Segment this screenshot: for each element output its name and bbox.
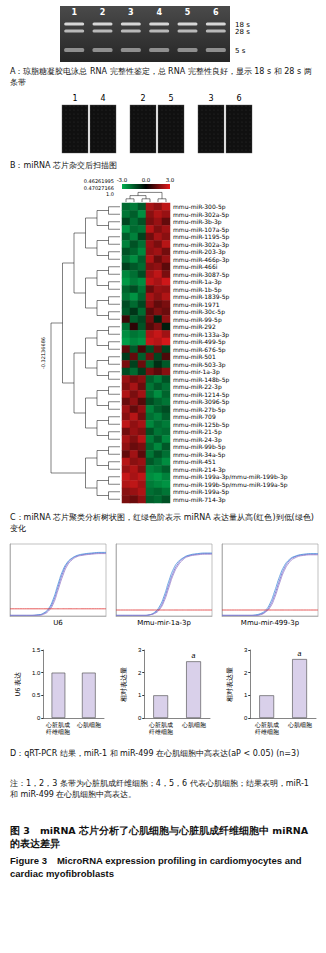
svg-text:mmu-miR-27b-5p: mmu-miR-27b-5p <box>173 405 226 413</box>
svg-text:4: 4 <box>100 94 105 103</box>
svg-text:6: 6 <box>213 8 219 17</box>
svg-text:a: a <box>298 650 302 657</box>
svg-text:-0.32136686: -0.32136686 <box>40 337 46 369</box>
svg-text:mmu-miR-466p-3p: mmu-miR-466p-3p <box>173 255 230 263</box>
svg-text:纤维细胞: 纤维细胞 <box>46 728 70 735</box>
svg-text:0.47027166: 0.47027166 <box>84 185 114 191</box>
svg-text:3: 3 <box>244 647 248 653</box>
svg-text:mmu-miR-99-5p: mmu-miR-99-5p <box>173 315 222 323</box>
svg-text:mmu-miR-292: mmu-miR-292 <box>173 323 216 330</box>
svg-text:0.0: 0.0 <box>142 177 151 183</box>
svg-text:-3.0: -3.0 <box>117 177 128 183</box>
svg-text:mmu-miR-125b-5p: mmu-miR-125b-5p <box>173 420 230 428</box>
svg-text:心脏肌成: 心脏肌成 <box>254 721 279 728</box>
svg-text:U6: U6 <box>53 619 63 627</box>
svg-text:mmu-miR-302a-3p: mmu-miR-302a-3p <box>173 240 230 248</box>
svg-text:mmu-miR-499-5p: mmu-miR-499-5p <box>173 338 226 346</box>
svg-text:mmu-miR-199b-5p/mmu-miR-199a-5: mmu-miR-199b-5p/mmu-miR-199a-5p <box>173 480 288 488</box>
html-text:C：miRNA 芯片聚类分析树状图，红绿色阶表示 miRNA: C：miRNA 芯片聚类分析树状图，红绿色阶表示 miRNA 表达量从高(红色)… <box>10 513 314 533</box>
svg-text:a: a <box>192 652 196 659</box>
svg-text:1: 1 <box>72 94 77 103</box>
svg-text:mmu-mir-1a-3p: mmu-mir-1a-3p <box>173 368 220 376</box>
svg-text:Mmu-mir-499-3p: Mmu-mir-499-3p <box>241 619 300 627</box>
svg-text:1: 1 <box>138 692 142 698</box>
svg-text:心肌细胞: 心肌细胞 <box>287 721 312 728</box>
svg-text:mmu-miR-3b-3p: mmu-miR-3b-3p <box>173 218 222 226</box>
svg-text:0.5: 0.5 <box>32 692 41 698</box>
svg-text:1.0: 1.0 <box>32 670 41 676</box>
svg-text:mmu-miR-714-3p: mmu-miR-714-3p <box>173 496 226 504</box>
svg-text:5: 5 <box>185 8 191 17</box>
svg-text:纤维细胞: 纤维细胞 <box>255 728 279 735</box>
svg-text:5 s: 5 s <box>235 47 246 55</box>
svg-text:6: 6 <box>236 94 241 103</box>
svg-text:mmu-miR-451: mmu-miR-451 <box>173 458 216 465</box>
svg-text:2: 2 <box>138 670 142 676</box>
svg-text:2: 2 <box>140 94 145 103</box>
svg-text:mmu-miR-1195-5p: mmu-miR-1195-5p <box>173 233 230 241</box>
svg-text:mmu-miR-199a-5p: mmu-miR-199a-5p <box>173 488 230 496</box>
svg-text:2: 2 <box>244 670 248 676</box>
svg-text:mmu-miR-30c-5p: mmu-miR-30c-5p <box>173 308 225 316</box>
svg-text:mmu-miR-199a-3p/mmu-miR-199b-3: mmu-miR-199a-3p/mmu-miR-199b-3p <box>173 473 288 481</box>
svg-text:mmu-miR-133a-3p: mmu-miR-133a-3p <box>173 330 230 338</box>
html-text:D：qRT-PCR 结果，miR-1 和 miR-499 在: D：qRT-PCR 结果，miR-1 和 miR-499 在心肌细胞中高表达(a… <box>10 749 300 758</box>
svg-text:心脏肌成: 心脏肌成 <box>45 721 70 728</box>
svg-text:mmu-miR-3087-5p: mmu-miR-3087-5p <box>173 270 230 278</box>
svg-text:Mmu-mir-1a-3p: Mmu-mir-1a-3p <box>137 619 191 627</box>
svg-text:mmu-miR-22-3p: mmu-miR-22-3p <box>173 383 222 391</box>
svg-text:1.5: 1.5 <box>32 647 41 653</box>
svg-text:mmu-miR-99b-5p: mmu-miR-99b-5p <box>173 443 226 451</box>
html-text:图 3 miRNA 芯片分析了心肌细胞与心脏肌成纤维细胞中: 图 3 miRNA 芯片分析了心肌细胞与心脏肌成纤维细胞中 miRNA 的表达差… <box>10 825 309 849</box>
svg-text:mmu-miR-1839-5p: mmu-miR-1839-5p <box>173 293 230 301</box>
svg-text:mmu-miR-1214-5p: mmu-miR-1214-5p <box>173 390 230 398</box>
svg-text:0: 0 <box>138 715 142 721</box>
html-text:A：琼脂糖凝胶电泳总 RNA 完整性鉴定，总 RNA 完整性: A：琼脂糖凝胶电泳总 RNA 完整性鉴定，总 RNA 完整性良好，显示 18 s… <box>10 67 312 87</box>
svg-text:0.46261995: 0.46261995 <box>84 178 114 184</box>
svg-text:3: 3 <box>138 647 142 653</box>
svg-text:mmu-miR-1971: mmu-miR-1971 <box>173 301 220 308</box>
html-text:注：1，2，3 条带为心脏肌成纤维细胞；4，5，6 代表心肌: 注：1，2，3 条带为心脏肌成纤维细胞；4，5，6 代表心肌细胞；结果表明，mi… <box>10 779 309 799</box>
svg-text:U6 表达: U6 表达 <box>14 672 22 697</box>
svg-text:mmu-miR-24-3p: mmu-miR-24-3p <box>173 435 222 443</box>
svg-text:相对表达量: 相对表达量 <box>120 667 128 702</box>
svg-text:mmu-miR-3096-5p: mmu-miR-3096-5p <box>173 398 230 406</box>
svg-text:mmu-miR-501: mmu-miR-501 <box>173 353 216 360</box>
svg-text:mmu-miR-214-3p: mmu-miR-214-3p <box>173 465 226 473</box>
svg-text:18 s: 18 s <box>235 20 250 29</box>
svg-text:28 s: 28 s <box>235 28 250 36</box>
svg-text:mmu-miR-34a-5p: mmu-miR-34a-5p <box>173 450 226 458</box>
svg-text:0: 0 <box>37 715 41 721</box>
svg-text:1: 1 <box>71 8 77 17</box>
svg-text:mmu-miR-302a-5p: mmu-miR-302a-5p <box>173 210 230 218</box>
svg-text:5: 5 <box>168 94 173 103</box>
svg-text:mmu-miR-203-3p: mmu-miR-203-3p <box>173 248 226 256</box>
svg-text:mmu-miR-503-3p: mmu-miR-503-3p <box>173 360 226 368</box>
svg-text:0: 0 <box>244 715 248 721</box>
svg-text:mmu-miR-466i: mmu-miR-466i <box>173 263 218 270</box>
svg-text:3: 3 <box>208 94 213 103</box>
svg-text:mmu-miR-148b-5p: mmu-miR-148b-5p <box>173 375 230 383</box>
svg-text:心肌细胞: 心肌细胞 <box>181 721 206 728</box>
svg-text:mmu-miR-300-5p: mmu-miR-300-5p <box>173 203 226 211</box>
svg-text:心肌细胞: 心肌细胞 <box>76 721 101 728</box>
svg-text:mmu-miR-21-5p: mmu-miR-21-5p <box>173 428 222 436</box>
html-text:B：miRNA 芯片杂交后扫描图: B：miRNA 芯片杂交后扫描图 <box>10 161 118 170</box>
svg-text:相对表达量: 相对表达量 <box>226 667 234 702</box>
svg-text:1.0: 1.0 <box>106 191 114 197</box>
svg-text:mmu-miR-676-5p: mmu-miR-676-5p <box>173 345 226 353</box>
svg-text:4: 4 <box>156 8 162 17</box>
svg-text:mmu-miR-709: mmu-miR-709 <box>173 413 216 420</box>
svg-text:1: 1 <box>244 692 248 698</box>
svg-text:mmu-miR-1a-3p: mmu-miR-1a-3p <box>173 278 222 286</box>
svg-text:2: 2 <box>100 8 106 17</box>
html-text:Figure 3 MicroRNA expression p: Figure 3 MicroRNA expression profiling i… <box>10 855 302 879</box>
svg-text:3: 3 <box>128 8 134 17</box>
svg-text:3.0: 3.0 <box>166 177 175 183</box>
svg-text:纤维细胞: 纤维细胞 <box>149 728 173 735</box>
svg-text:mmu-miR-107a-5p: mmu-miR-107a-5p <box>173 225 230 233</box>
svg-text:mmu-miR-1b-5p: mmu-miR-1b-5p <box>173 285 222 293</box>
svg-text:心脏肌成: 心脏肌成 <box>148 721 173 728</box>
